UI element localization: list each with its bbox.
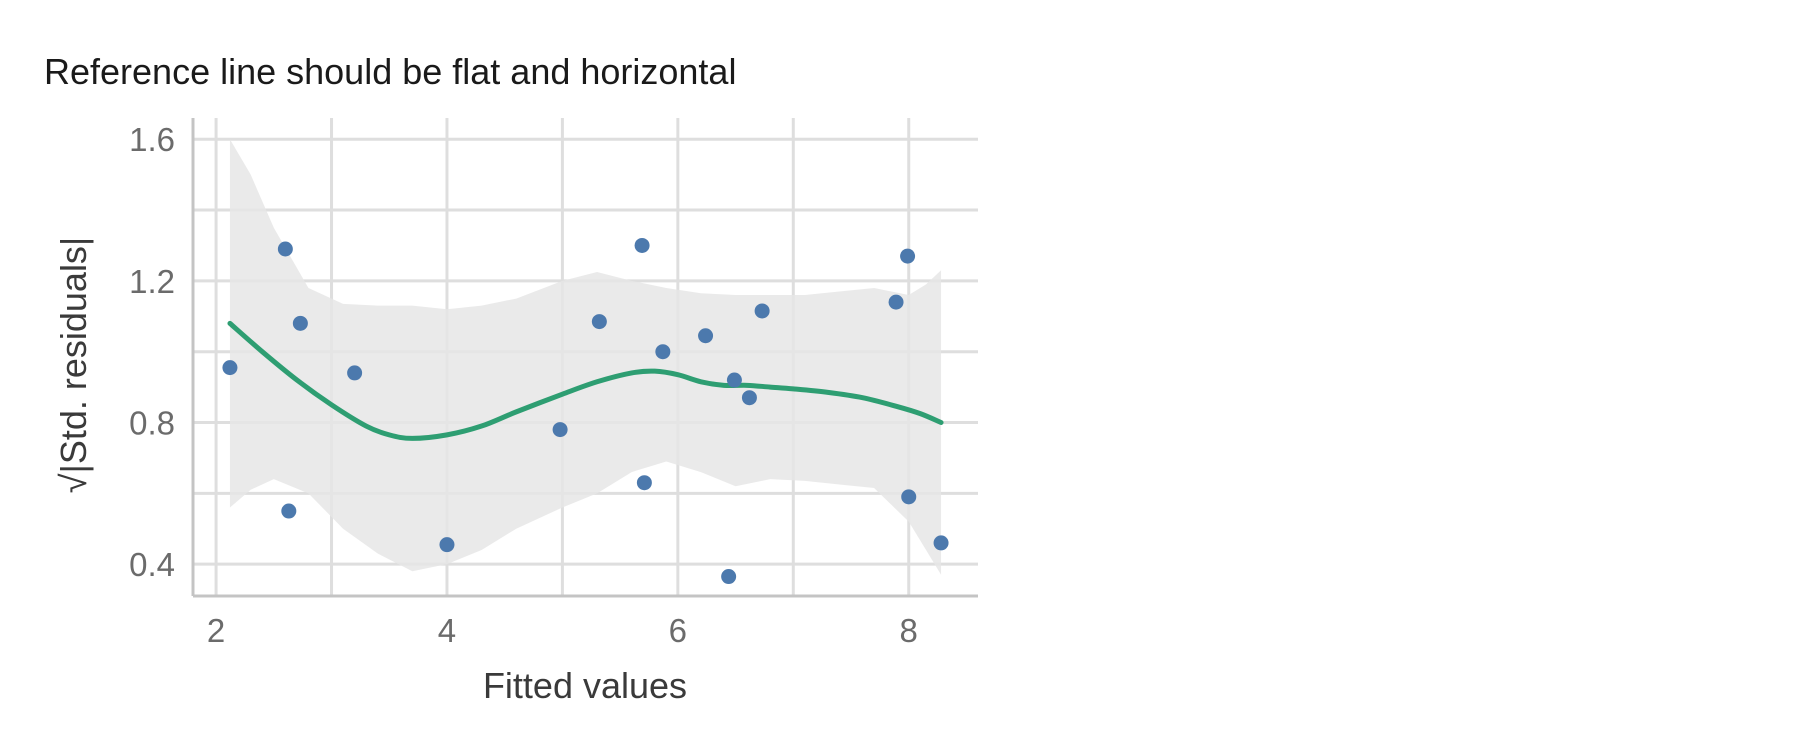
data-point <box>933 535 949 551</box>
y-tick-label: 1.2 <box>129 263 175 300</box>
y-tick-label: 0.8 <box>129 405 175 442</box>
points-layer <box>222 237 949 585</box>
data-point <box>277 241 293 257</box>
x-tick-label: 8 <box>900 612 918 649</box>
data-point <box>900 248 916 264</box>
data-point <box>439 537 455 553</box>
data-point <box>901 489 917 505</box>
data-point <box>552 422 568 438</box>
data-point <box>741 390 757 406</box>
tick-labels: 2 4 6 8 0.4 0.8 1.2 1.6 <box>129 121 918 649</box>
data-point <box>347 365 363 381</box>
x-tick-label: 4 <box>438 612 456 649</box>
confidence-band-layer <box>229 139 942 575</box>
confidence-band <box>229 139 942 575</box>
smooth-line <box>227 320 944 441</box>
smooth-line-layer <box>227 320 944 441</box>
data-point <box>222 360 238 376</box>
data-point <box>721 569 737 585</box>
data-point <box>591 314 607 330</box>
y-tick-label: 1.6 <box>129 121 175 158</box>
data-point <box>754 303 770 319</box>
data-point <box>888 294 904 310</box>
chart-title: Reference line should be flat and horizo… <box>44 51 736 92</box>
x-tick-label: 2 <box>207 612 225 649</box>
y-tick-label: 0.4 <box>129 546 175 583</box>
data-point <box>292 315 308 331</box>
data-point <box>281 503 297 519</box>
data-point <box>655 344 671 360</box>
data-point <box>634 237 650 253</box>
data-point <box>636 475 652 491</box>
y-axis-title: √|Std. residuals| <box>53 237 94 494</box>
data-point <box>726 372 742 388</box>
x-axis-title: Fitted values <box>483 665 687 706</box>
axes <box>191 118 978 598</box>
data-point <box>698 328 714 344</box>
x-tick-label: 6 <box>669 612 687 649</box>
